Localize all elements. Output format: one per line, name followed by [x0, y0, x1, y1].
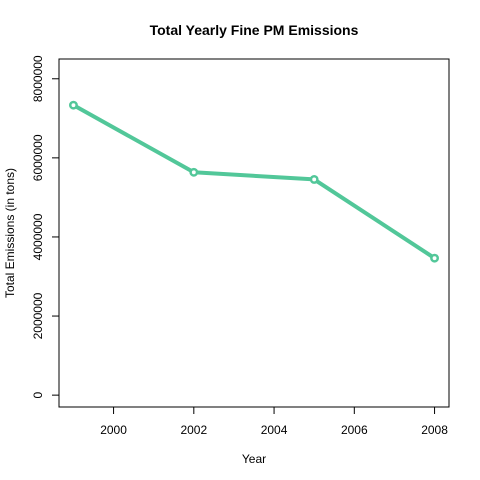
- x-tick-label: 2000: [100, 423, 127, 437]
- x-tick-label: 2006: [341, 423, 368, 437]
- x-axis: 2000 2002 2004 2006 2008: [100, 407, 448, 437]
- data-point: [189, 167, 199, 177]
- data-point: [430, 253, 440, 263]
- y-axis-label: Total Emissions (in tons): [3, 168, 17, 298]
- x-tick-label: 2008: [421, 423, 448, 437]
- data-point: [309, 174, 319, 184]
- data-point: [68, 100, 78, 110]
- series-total-emissions: [68, 100, 440, 263]
- y-tick-label: 2000000: [31, 292, 45, 339]
- y-tick-label: 4000000: [31, 213, 45, 260]
- y-tick-label: 6000000: [31, 134, 45, 181]
- x-axis-label: Year: [242, 452, 266, 466]
- y-tick-label: 8000000: [31, 55, 45, 102]
- y-tick-label: 0: [31, 391, 45, 398]
- series-line: [72, 103, 436, 260]
- y-axis: 0 2000000 4000000 6000000 8000000: [31, 55, 59, 398]
- chart-title: Total Yearly Fine PM Emissions: [150, 22, 359, 38]
- x-tick-label: 2002: [180, 423, 207, 437]
- plot-box: [58, 58, 450, 408]
- x-tick-label: 2004: [261, 423, 288, 437]
